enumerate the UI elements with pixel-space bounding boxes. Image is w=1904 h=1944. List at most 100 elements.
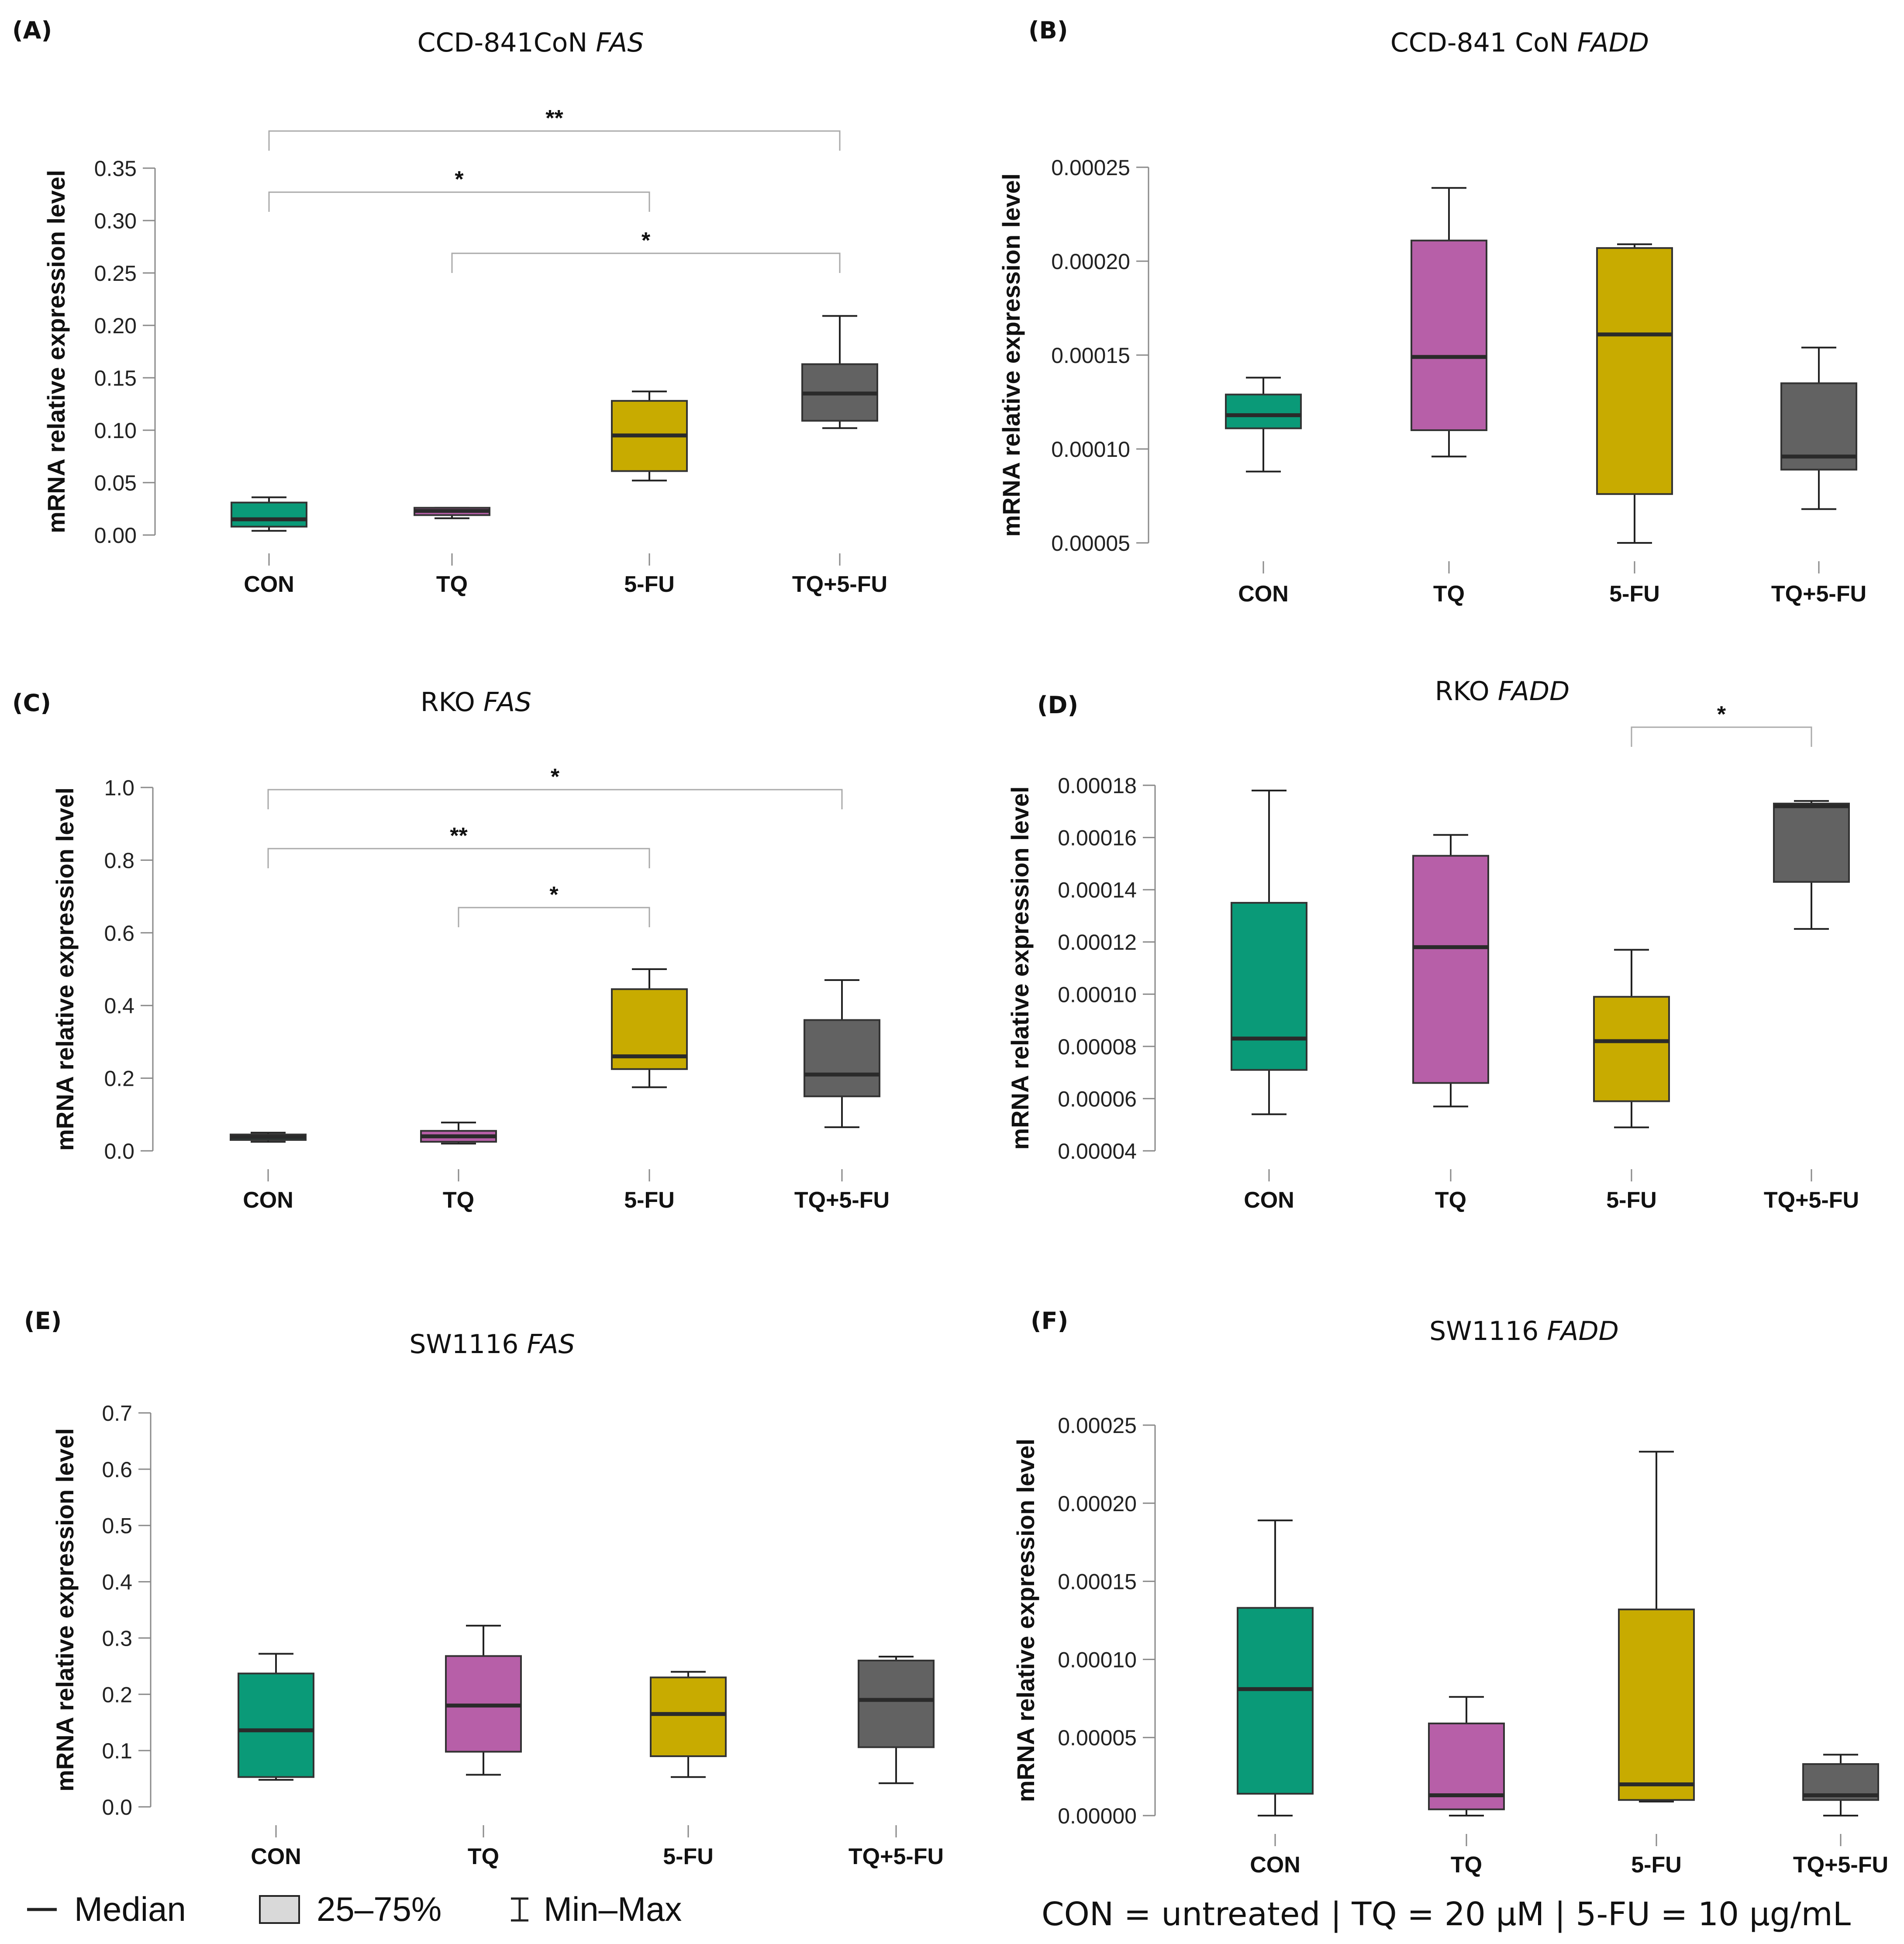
x-category-label: TQ+5-FU: [794, 1188, 890, 1213]
iqr-box: [1231, 902, 1307, 1071]
x-category-label: 5-FU: [1606, 1188, 1657, 1213]
chart-title-cell-line: SW1116: [1429, 1316, 1547, 1347]
y-tick-label: 0.25: [94, 261, 137, 286]
box-tq-plus-5-fu: [801, 315, 878, 429]
y-tick-label: 0.00025: [1051, 155, 1130, 180]
x-category-label: TQ: [468, 1844, 499, 1869]
x-category-label: CON: [251, 1844, 301, 1869]
chart-title: SW1116 FADD: [1429, 1316, 1619, 1347]
chart-title-gene: FAS: [527, 1329, 575, 1360]
chart-title-gene: FADD: [1547, 1316, 1618, 1347]
chart-title: SW1116 FAS: [409, 1329, 575, 1360]
y-axis-label: mRNA relative expression level: [1006, 786, 1034, 1150]
chart-title: CCD-841CoN FAS: [417, 28, 644, 58]
x-category-label: CON: [244, 572, 294, 597]
y-tick-label: 0.4: [102, 1570, 132, 1595]
x-category-label: TQ: [1451, 1852, 1482, 1878]
x-category-label: CON: [1238, 581, 1289, 607]
x-category-label: CON: [243, 1188, 293, 1213]
x-category-label: 5-FU: [624, 1188, 675, 1213]
median-legend-label: Median: [74, 1890, 186, 1928]
chart-title: RKO FAS: [421, 687, 531, 718]
y-tick-label: 0.00018: [1058, 773, 1137, 798]
iqr-box: [1593, 996, 1670, 1102]
chart-title-gene: FADD: [1498, 676, 1569, 707]
significance-label: *: [642, 228, 651, 253]
panel-letter: (B): [1028, 17, 1068, 44]
chart-title-cell-line: SW1116: [409, 1329, 527, 1360]
box-con: [230, 1132, 307, 1143]
x-category-label: CON: [1250, 1852, 1300, 1878]
bracket-line: [451, 252, 841, 273]
y-tick-label: 0.00015: [1058, 1570, 1137, 1594]
panel-letter: (C): [12, 689, 51, 717]
minmax-legend-label: Min–Max: [544, 1890, 682, 1928]
iqr-box: [650, 1676, 727, 1758]
y-axis-label: mRNA relative expression level: [997, 173, 1025, 537]
y-axis-label: mRNA relative expression level: [42, 170, 70, 533]
y-tick-label: 0.15: [94, 366, 137, 390]
y-tick-label: 0.00005: [1058, 1726, 1137, 1750]
box-con: [1225, 376, 1302, 473]
y-tick-label: 1.0: [104, 776, 135, 800]
box-tq: [1428, 1696, 1505, 1816]
significance-bracket: *: [1631, 702, 1812, 747]
chart-title: RKO FADD: [1435, 676, 1570, 707]
significance-bracket: *: [451, 228, 841, 273]
panel-letter: (A): [12, 17, 52, 44]
chart-title-gene: FAS: [596, 28, 644, 58]
footnote: CON = untreated | TQ = 20 µM | 5-FU = 10…: [1042, 1896, 1851, 1933]
y-tick-label: 0.00: [94, 523, 137, 548]
y-tick-label: 0.3: [102, 1626, 132, 1651]
x-category-label: TQ: [1435, 1188, 1466, 1213]
bracket-line: [268, 130, 841, 151]
y-tick-label: 0.20: [94, 314, 137, 338]
chart-panel-c: (C) RKO FAS mRNA relative expression level…: [12, 687, 890, 1213]
x-category-label: TQ+5-FU: [792, 572, 887, 597]
box-tq-plus-5-fu: [804, 979, 880, 1128]
x-category-label: 5-FU: [663, 1844, 714, 1869]
iqr-box: [1596, 247, 1673, 495]
iqr-box: [231, 501, 307, 528]
x-category-label: 5-FU: [624, 572, 675, 597]
box-con: [1237, 1519, 1314, 1816]
y-tick-label: 0.6: [102, 1457, 132, 1482]
y-tick-label: 0.35: [94, 156, 137, 181]
box-tq: [445, 1625, 522, 1776]
bracket-line: [1631, 726, 1812, 747]
bracket-line: [268, 191, 650, 212]
x-category-label: TQ: [443, 1188, 474, 1213]
y-tick-label: 0.00015: [1051, 343, 1130, 368]
significance-bracket: *: [458, 882, 650, 927]
box-con: [238, 1653, 314, 1781]
significance-label: *: [455, 167, 464, 192]
y-axis-label: mRNA relative expression level: [51, 1428, 79, 1792]
chart-panel-d: (D) RKO FADD mRNA relative expression leve…: [1006, 676, 1859, 1213]
significance-bracket: *: [267, 764, 843, 809]
iqr-box: [1237, 1607, 1314, 1795]
iqr-box: [804, 1019, 880, 1098]
box-tq: [414, 507, 490, 519]
chart-title-cell-line: CCD-841 CoN: [1390, 28, 1577, 58]
x-category-label: CON: [1244, 1188, 1294, 1213]
box-tq-plus-5-fu: [1773, 800, 1850, 930]
chart-panels: (A) CCD-841CoN FAS mRNA relative expressio…: [12, 17, 1888, 1878]
chart-title-cell-line: CCD-841CoN: [417, 28, 596, 58]
box-tq: [1411, 187, 1487, 458]
y-tick-label: 0.8: [104, 848, 135, 873]
y-tick-label: 0.00006: [1058, 1087, 1137, 1111]
significance-label: *: [1717, 702, 1726, 727]
bracket-line: [458, 907, 650, 927]
y-tick-label: 0.00010: [1058, 1647, 1137, 1672]
y-tick-label: 0.1: [102, 1739, 132, 1763]
box-tq: [420, 1122, 497, 1145]
significance-bracket: **: [267, 823, 650, 868]
significance-label: **: [545, 106, 563, 131]
significance-bracket: **: [268, 106, 841, 151]
y-axis-label: mRNA relative expression level: [51, 787, 79, 1151]
box-tq-plus-5-fu: [858, 1655, 935, 1784]
iqr-box: [1618, 1608, 1695, 1801]
significance-bracket: *: [268, 167, 650, 212]
y-tick-label: 0.7: [102, 1401, 132, 1426]
legend: Median 25–75% Min–Max: [27, 1890, 682, 1928]
